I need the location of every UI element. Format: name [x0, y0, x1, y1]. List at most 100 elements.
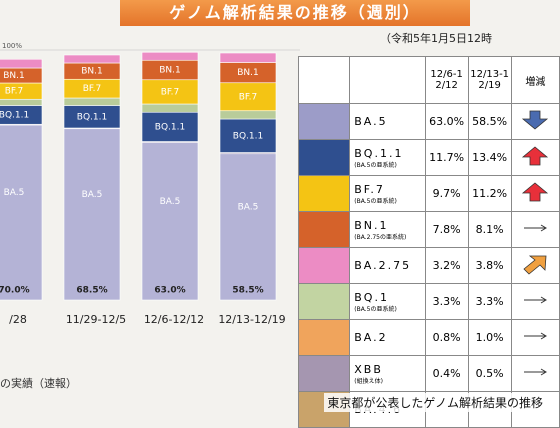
variant-cell: BA.5	[349, 103, 426, 140]
segment-label: BF.7	[239, 92, 258, 102]
variant-cell: BQ.1.1 (BA.5の亜系統)	[349, 139, 426, 176]
x-tick-label: /28	[9, 313, 27, 326]
share-week1: 0.4%	[424, 355, 469, 392]
segment-label: BA.5	[82, 190, 103, 200]
bar-segment	[141, 103, 199, 113]
x-tick-label: 12/6-12/12	[144, 313, 204, 326]
share-week2: 3.3%	[467, 283, 512, 320]
table: 12/6-12/12 12/13-12/19 増減 BA.5 63.0% 58.5% BQ…	[297, 56, 560, 428]
share-week1: 3.2%	[424, 247, 469, 284]
column-header: 12/6-12/12	[424, 56, 469, 104]
variant-note: (BA.2.75の亜系統)	[354, 233, 407, 241]
share-week2: 13.4%	[467, 139, 512, 176]
trend-cell	[510, 103, 560, 140]
trend-arrow	[522, 146, 549, 166]
segment-label: BQ.1.1	[155, 122, 185, 132]
bar-segment	[63, 54, 121, 64]
bar-segment	[219, 153, 277, 301]
table-row: BA.2 0.8% 1.0%	[297, 319, 560, 356]
variant-name: BA.5	[354, 115, 388, 128]
share-week2: 0.5%	[467, 355, 512, 392]
share-week2: 58.5%	[467, 103, 512, 140]
bar-segment	[219, 52, 277, 63]
color-swatch	[297, 283, 351, 320]
segment-label: BN.1	[3, 71, 25, 81]
table-row: BQ.1.1 (BA.5の亜系統) 11.7% 13.4%	[297, 139, 560, 176]
trend-cell	[510, 211, 560, 248]
variant-name: XBB	[354, 362, 383, 376]
column-header: 12/13-12/19	[467, 56, 512, 104]
caption: 東京都が公表したゲノム解析結果の推移	[324, 393, 546, 412]
trend-arrow	[524, 368, 548, 376]
y-tick-label: 100%	[2, 42, 22, 50]
trend-cell	[510, 355, 560, 392]
variant-cell: BN.1 (BA.2.75の亜系統)	[349, 211, 426, 248]
share-week1: 0.8%	[424, 319, 469, 356]
bar-segment	[63, 97, 121, 106]
header-row: 12/6-12/12 12/13-12/19 増減	[297, 56, 560, 104]
trend-arrow	[524, 332, 548, 340]
arrow-head	[541, 296, 548, 304]
bar-segment	[141, 111, 199, 142]
trend-arrow	[524, 224, 548, 232]
variant-name: BQ.1	[354, 290, 389, 304]
variant-cell: BF.7 (BA.5の亜系統)	[349, 175, 426, 212]
share-week2: 1.0%	[467, 319, 512, 356]
segment-label: BQ.1.1	[233, 131, 263, 141]
table-row: XBB (組換え体) 0.4% 0.5%	[297, 355, 560, 392]
segment-label: BF.7	[83, 84, 102, 94]
variant-name: BN.1	[354, 218, 389, 232]
variant-note: (BA.5の亜系統)	[354, 161, 397, 169]
column-header: 増減	[510, 56, 560, 104]
bar-segment	[0, 124, 43, 301]
x-tick-label: 12/13-12/19	[218, 313, 285, 326]
variant-cell: BQ.1 (BA.5の亜系統)	[349, 283, 426, 320]
segment-label: BA.5	[238, 202, 259, 212]
variant-cell: XBB (組換え体)	[349, 355, 426, 392]
variant-note: (BA.5の亜系統)	[354, 197, 397, 205]
variant-note: (BA.5の亜系統)	[354, 305, 397, 313]
segment-label: BN.1	[237, 68, 259, 78]
arrow-shape	[522, 110, 549, 130]
variant-name: BA.2	[354, 331, 388, 344]
blank	[297, 56, 351, 104]
trend-cell	[510, 175, 560, 212]
color-swatch	[297, 319, 351, 356]
segment-label: BA.5	[4, 188, 25, 198]
table-row: BN.1 (BA.2.75の亜系統) 7.8% 8.1%	[297, 211, 560, 248]
variant-name: BQ.1.1	[354, 146, 404, 160]
share-week1: 11.7%	[424, 139, 469, 176]
trend-arrow	[524, 296, 548, 304]
share-week1: 9.7%	[424, 175, 469, 212]
table-row: BF.7 (BA.5の亜系統) 9.7% 11.2%	[297, 175, 560, 212]
table-row: BA.2.75 3.2% 3.8%	[297, 247, 560, 284]
bar-segment	[0, 58, 43, 69]
table-row: BQ.1 (BA.5の亜系統) 3.3% 3.3%	[297, 283, 560, 320]
value-label: 63.0%	[154, 286, 185, 296]
x-tick-label: 11/29-12/5	[66, 313, 126, 326]
value-label: 70.0%	[0, 286, 30, 296]
arrow-shape	[522, 182, 549, 202]
segment-label: BF.7	[5, 87, 24, 97]
variant-cell: BA.2	[349, 319, 426, 356]
segment-label: BN.1	[159, 66, 181, 76]
arrow-head	[541, 332, 548, 340]
share-week1: 63.0%	[424, 103, 469, 140]
color-swatch	[297, 103, 351, 140]
variant-note: (組換え体)	[354, 377, 383, 385]
chart: 100% BA.5 70.0% BQ.1.1 BF.7 BN.1/28 BA.5 68.5% B…	[0, 42, 300, 326]
footer-text: の実績（速報）	[0, 377, 77, 390]
variant-cell: BA.2.75	[349, 247, 426, 284]
share-week2: 8.1%	[467, 211, 512, 248]
bar-segment	[63, 128, 121, 301]
date: （令和5年1月5日12時	[380, 32, 492, 45]
table-row: BA.5 63.0% 58.5%	[297, 103, 560, 140]
segment-label: BQ.1.1	[0, 110, 29, 120]
color-swatch	[297, 247, 351, 284]
segment-label: BA.5	[160, 197, 181, 207]
arrow-head	[541, 224, 548, 232]
arrow-head	[541, 368, 548, 376]
bar-segment	[219, 118, 277, 153]
segment-label: BN.1	[81, 67, 103, 77]
